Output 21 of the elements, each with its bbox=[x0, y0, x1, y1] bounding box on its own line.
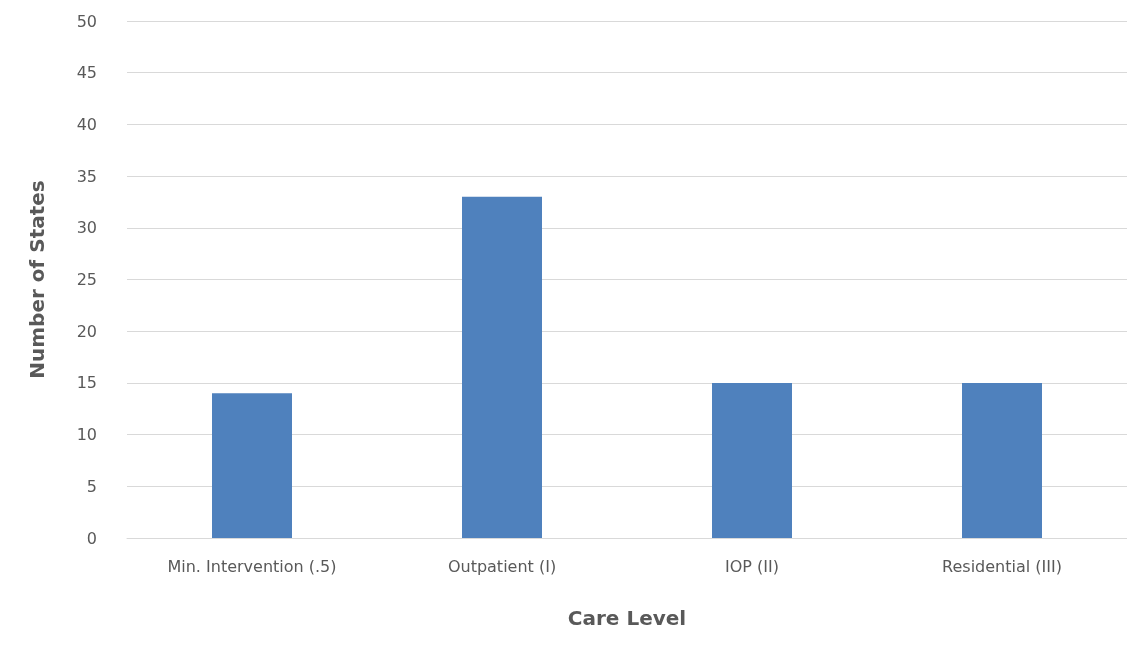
bar bbox=[712, 382, 792, 538]
y-tick-label: 30 bbox=[76, 218, 97, 238]
y-tick-label: 5 bbox=[86, 476, 97, 496]
y-tick-label: 45 bbox=[76, 63, 97, 83]
y-tick-label: 0 bbox=[86, 528, 97, 548]
x-tick-label: IOP (II) bbox=[725, 556, 779, 576]
y-tick-label: 40 bbox=[76, 114, 97, 134]
x-axis-title: Care Level bbox=[567, 606, 687, 630]
y-tick-label: 35 bbox=[76, 166, 97, 186]
y-tick-label: 20 bbox=[76, 321, 97, 341]
y-axis-title: Number of States bbox=[25, 180, 49, 379]
y-tick-label: 10 bbox=[76, 425, 97, 445]
x-tick-label: Min. Intervention (.5) bbox=[167, 556, 337, 576]
y-tick-label: 50 bbox=[76, 11, 97, 31]
y-tick-label: 25 bbox=[76, 270, 97, 289]
x-tick-label: Outpatient (I) bbox=[447, 556, 557, 576]
x-tick-label: Residential (III) bbox=[942, 556, 1062, 576]
bar bbox=[212, 393, 292, 538]
bar bbox=[962, 382, 1042, 538]
y-tick-label: 15 bbox=[76, 373, 97, 393]
bar bbox=[462, 196, 542, 538]
